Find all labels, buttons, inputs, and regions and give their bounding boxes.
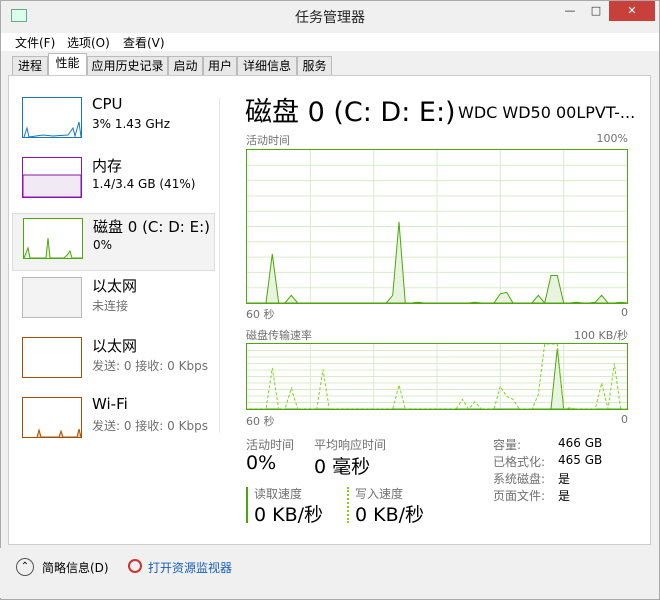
sidebar-item-5[interactable]: Wi-Fi 发送: 0 接收: 0 Kbps xyxy=(12,393,215,451)
sidebar-thumbnail-graph xyxy=(22,397,82,438)
tab-users[interactable]: 用户 xyxy=(203,56,237,77)
response-value: 0 毫秒 xyxy=(314,456,371,478)
tab-app-history[interactable]: 应用历史记录 xyxy=(87,56,168,77)
close-button[interactable]: ✕ xyxy=(609,1,655,21)
app-icon xyxy=(11,9,27,22)
property-label: 已格式化: xyxy=(493,455,546,469)
sidebar-item-sub: 未连接 xyxy=(92,299,129,313)
sidebar-item-sub: 0% xyxy=(93,238,113,252)
sidebar-thumbnail-graph xyxy=(23,218,83,259)
maximize-button[interactable]: □ xyxy=(590,4,602,17)
sidebar-item-sub: 发送: 0 接收: 0 Kbps xyxy=(92,419,208,433)
window-title: 任务管理器 xyxy=(295,10,365,26)
resource-monitor-icon xyxy=(128,559,142,573)
sidebar-item-name: 以太网 xyxy=(92,277,138,295)
sidebar-item-4[interactable]: 以太网 发送: 0 接收: 0 Kbps xyxy=(12,333,215,391)
property-value: 465 GB xyxy=(558,453,603,467)
sidebar-item-name: 磁盘 0 (C: D: E:) xyxy=(93,218,210,236)
menu-file[interactable]: 文件(F) xyxy=(15,36,56,50)
menu-options[interactable]: 选项(O) xyxy=(67,36,110,50)
sidebar-item-1[interactable]: 内存 1.4/3.4 GB (41%) xyxy=(12,153,215,211)
sidebar-item-sub: 3% 1.43 GHz xyxy=(92,117,171,131)
sidebar-item-sub: 发送: 0 接收: 0 Kbps xyxy=(92,359,208,373)
read-indicator xyxy=(246,487,248,523)
activity-chart xyxy=(246,149,628,305)
active-time-value: 0% xyxy=(246,452,277,474)
transfer-time-right: 0 xyxy=(621,413,628,426)
active-time-label: 活动时间 xyxy=(246,438,295,452)
sidebar-item-3[interactable]: 以太网 未连接 xyxy=(12,273,215,331)
disk-model: WDC WD50 00LPVT-... xyxy=(458,103,636,122)
title-bar: 任务管理器 — □ ✕ xyxy=(1,1,659,31)
menu-bar: 文件(F) 选项(O) 查看(V) xyxy=(1,33,659,51)
read-label: 读取速度 xyxy=(254,487,303,501)
activity-time-right: 0 xyxy=(621,306,628,319)
activity-max: 100% xyxy=(596,132,628,145)
tab-startup[interactable]: 启动 xyxy=(168,56,203,77)
activity-time-left: 60 秒 xyxy=(246,308,275,321)
minimize-button[interactable]: — xyxy=(564,4,576,17)
transfer-label: 磁盘传输速率 xyxy=(246,329,312,342)
sidebar-item-2[interactable]: 磁盘 0 (C: D: E:) 0% xyxy=(12,213,215,271)
sidebar-item-sub: 1.4/3.4 GB (41%) xyxy=(92,177,196,191)
property-value: 是 xyxy=(558,489,571,503)
write-label: 写入速度 xyxy=(355,487,404,501)
sidebar-item-name: Wi-Fi xyxy=(92,395,128,413)
sidebar-thumbnail-graph xyxy=(22,277,82,318)
sidebar-divider xyxy=(219,98,220,433)
sidebar-thumbnail-graph xyxy=(22,157,82,198)
tab-details[interactable]: 详细信息 xyxy=(237,56,297,77)
transfer-chart-svg xyxy=(247,343,627,410)
response-label: 平均响应时间 xyxy=(314,438,387,452)
footer: ⌃ 简略信息(D) 打开资源监视器 xyxy=(0,548,658,598)
tab-performance[interactable]: 性能 xyxy=(48,53,87,77)
read-value: 0 KB/秒 xyxy=(254,504,324,526)
property-value: 是 xyxy=(558,472,571,486)
chevron-up-icon[interactable]: ⌃ xyxy=(16,558,34,576)
tab-services[interactable]: 服务 xyxy=(297,56,332,77)
transfer-chart xyxy=(246,343,628,410)
transfer-max: 100 KB/秒 xyxy=(574,329,628,342)
write-value: 0 KB/秒 xyxy=(355,504,425,526)
property-label: 容量: xyxy=(493,438,522,452)
tab-processes[interactable]: 进程 xyxy=(12,56,48,77)
page-title: 磁盘 0 (C: D: E:) xyxy=(245,97,456,128)
fewer-details-button[interactable]: 简略信息(D) xyxy=(42,561,109,575)
sidebar-item-name: CPU xyxy=(92,95,123,113)
write-indicator xyxy=(347,487,349,523)
sidebar-thumbnail-graph xyxy=(22,97,82,138)
activity-chart-svg xyxy=(247,150,628,305)
transfer-time-left: 60 秒 xyxy=(246,415,275,428)
menu-view[interactable]: 查看(V) xyxy=(123,36,165,50)
sidebar-thumbnail-graph xyxy=(22,337,82,378)
property-value: 466 GB xyxy=(558,436,603,450)
property-label: 系统磁盘: xyxy=(493,472,546,486)
sidebar-item-0[interactable]: CPU 3% 1.43 GHz xyxy=(12,93,215,151)
sidebar-item-name: 内存 xyxy=(92,157,123,175)
sidebar-item-name: 以太网 xyxy=(92,337,138,355)
open-resource-monitor-link[interactable]: 打开资源监视器 xyxy=(148,561,233,575)
activity-label: 活动时间 xyxy=(246,134,290,147)
property-label: 页面文件: xyxy=(493,489,546,503)
